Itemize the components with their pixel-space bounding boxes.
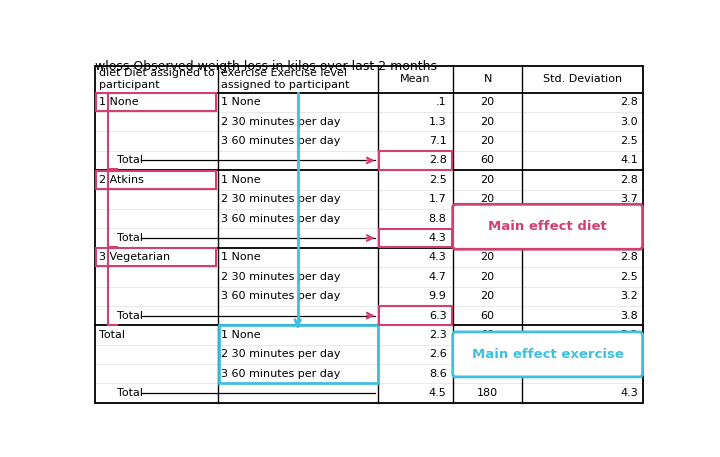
Text: 2.8: 2.8 <box>620 175 638 185</box>
Text: 3.7: 3.7 <box>620 194 638 204</box>
Text: Total: Total <box>117 155 143 165</box>
Bar <box>379 151 452 170</box>
Text: diet Diet assigned to
participant: diet Diet assigned to participant <box>99 68 215 90</box>
Text: 60: 60 <box>480 369 495 379</box>
Bar <box>96 93 216 111</box>
Text: Main effect exercise: Main effect exercise <box>472 348 624 361</box>
Text: 2.3: 2.3 <box>428 330 446 340</box>
Text: 4.3: 4.3 <box>428 233 446 243</box>
Text: 2.5: 2.5 <box>620 136 638 146</box>
Text: 4.5: 4.5 <box>428 388 446 398</box>
Text: 2 30 minutes per day: 2 30 minutes per day <box>221 194 341 204</box>
Text: Total: Total <box>117 233 143 243</box>
Text: 60: 60 <box>480 311 495 321</box>
Text: 1 None: 1 None <box>221 175 261 185</box>
Text: 3.4: 3.4 <box>620 350 638 359</box>
Text: 1 None: 1 None <box>99 97 138 107</box>
Text: 4.5: 4.5 <box>620 233 638 243</box>
Text: 1 None: 1 None <box>221 330 261 340</box>
Text: 20: 20 <box>480 291 495 301</box>
Text: 2.5: 2.5 <box>620 272 638 282</box>
Text: 3 60 minutes per day: 3 60 minutes per day <box>221 369 341 379</box>
Text: 1 None: 1 None <box>221 97 261 107</box>
Text: 2.6: 2.6 <box>428 350 446 359</box>
Text: 1.3: 1.3 <box>429 117 446 127</box>
Text: exercise Exercise level
assigned to participant: exercise Exercise level assigned to part… <box>221 68 349 90</box>
Text: 4.3: 4.3 <box>428 252 446 262</box>
Bar <box>96 171 216 189</box>
Text: 3.2: 3.2 <box>620 291 638 301</box>
Text: Total: Total <box>117 311 143 321</box>
Text: .1: .1 <box>436 97 446 107</box>
Text: 6.3: 6.3 <box>429 311 446 321</box>
Text: Std. Deviation: Std. Deviation <box>543 74 622 84</box>
Text: 2.8: 2.8 <box>620 97 638 107</box>
Text: 4.1: 4.1 <box>620 155 638 165</box>
Text: 3 60 minutes per day: 3 60 minutes per day <box>221 213 341 223</box>
Text: 1 None: 1 None <box>221 252 261 262</box>
Text: 2.8: 2.8 <box>620 252 638 262</box>
Text: 20: 20 <box>480 194 495 204</box>
Text: 20: 20 <box>480 175 495 185</box>
Text: 3.0: 3.0 <box>621 117 638 127</box>
Text: 9.9: 9.9 <box>428 291 446 301</box>
Bar <box>96 249 216 266</box>
Text: 60: 60 <box>480 330 495 340</box>
Text: Total: Total <box>117 388 143 398</box>
Text: 20: 20 <box>480 97 495 107</box>
Text: 2.5: 2.5 <box>428 175 446 185</box>
Text: 3.1: 3.1 <box>621 369 638 379</box>
Bar <box>379 306 452 325</box>
Text: 3 60 minutes per day: 3 60 minutes per day <box>221 136 341 146</box>
Text: 180: 180 <box>477 388 498 398</box>
Text: 20: 20 <box>480 272 495 282</box>
Text: 2 30 minutes per day: 2 30 minutes per day <box>221 272 341 282</box>
Text: N: N <box>483 74 492 84</box>
Text: 7.1: 7.1 <box>428 136 446 146</box>
Text: 1.7: 1.7 <box>428 194 446 204</box>
Text: 4.3: 4.3 <box>620 388 638 398</box>
FancyBboxPatch shape <box>453 204 642 249</box>
Bar <box>219 325 377 383</box>
Text: 4.7: 4.7 <box>428 272 446 282</box>
Text: 60: 60 <box>480 350 495 359</box>
Text: 8.8: 8.8 <box>428 213 446 223</box>
Text: Mean: Mean <box>400 74 431 84</box>
FancyBboxPatch shape <box>453 332 642 377</box>
Text: 2 30 minutes per day: 2 30 minutes per day <box>221 117 341 127</box>
Text: 20: 20 <box>480 136 495 146</box>
Text: wloss Observed weigth loss in kilos over last 2 months: wloss Observed weigth loss in kilos over… <box>96 60 438 73</box>
Text: 3.8: 3.8 <box>620 311 638 321</box>
Bar <box>379 228 452 247</box>
Text: 60: 60 <box>480 233 495 243</box>
Text: 3.0: 3.0 <box>621 213 638 223</box>
Text: 8.6: 8.6 <box>428 369 446 379</box>
Text: 3 Vegetarian: 3 Vegetarian <box>99 252 170 262</box>
Text: 20: 20 <box>480 117 495 127</box>
Text: 3.2: 3.2 <box>620 330 638 340</box>
Text: 20: 20 <box>480 213 495 223</box>
Text: 2 30 minutes per day: 2 30 minutes per day <box>221 350 341 359</box>
Text: 2 Atkins: 2 Atkins <box>99 175 143 185</box>
Text: 20: 20 <box>480 252 495 262</box>
Text: 3 60 minutes per day: 3 60 minutes per day <box>221 291 341 301</box>
Text: Total: Total <box>99 330 125 340</box>
Text: 60: 60 <box>480 155 495 165</box>
Text: 2.8: 2.8 <box>428 155 446 165</box>
Text: Main effect diet: Main effect diet <box>488 220 607 233</box>
